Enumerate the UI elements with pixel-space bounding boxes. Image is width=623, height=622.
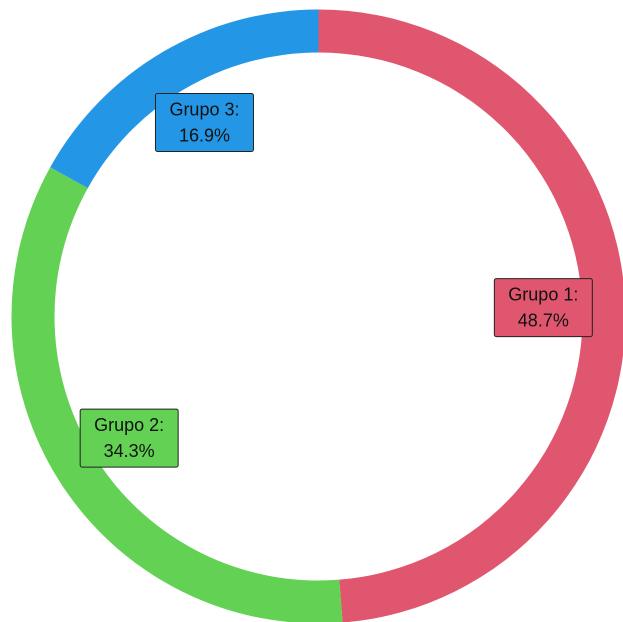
labels-layer: Grupo 1: 48.7% Grupo 2: 34.3% Grupo 3: 16.9% (79, 93, 593, 468)
slices-layer (11, 9, 623, 622)
slice-label-box (79, 408, 179, 468)
slice-label-box (154, 93, 254, 153)
slice-label-value: 34.3% (104, 441, 155, 461)
slice-label-name: Grupo 3: (169, 100, 239, 120)
slice-1 (318, 9, 623, 622)
slice-label-value: 16.9% (179, 126, 230, 146)
slice-3 (50, 9, 319, 189)
slice-label-value: 48.7% (518, 311, 569, 331)
slice-label-3: Grupo 3: 16.9% (154, 93, 254, 153)
slice-label-2: Grupo 2: 34.3% (79, 408, 179, 468)
slice-label-box (493, 278, 593, 338)
slice-2 (11, 167, 343, 622)
slice-label-name: Grupo 2: (94, 415, 164, 435)
slice-label-name: Grupo 1: (508, 285, 578, 305)
slice-label-1: Grupo 1: 48.7% (493, 278, 593, 338)
